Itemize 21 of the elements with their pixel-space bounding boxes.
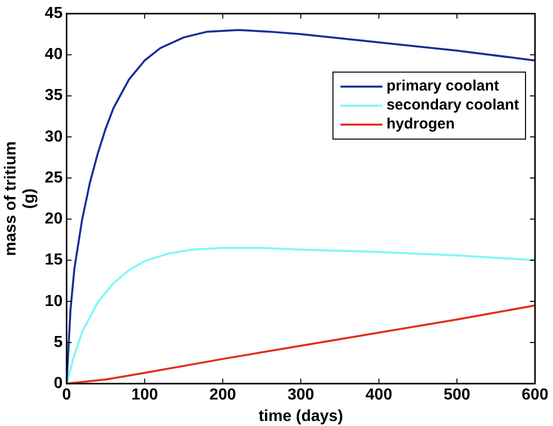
y-tick-label: 20	[44, 210, 63, 228]
y-axis-title: mass of tritium (g)	[2, 141, 38, 256]
y-tick-label: 40	[44, 46, 63, 64]
y-tick-label: 15	[44, 252, 63, 269]
y-tick-label: 0	[54, 375, 63, 392]
y-tick-label: 45	[44, 5, 63, 22]
y-tick-label: 30	[44, 128, 63, 146]
legend-label: hydrogen	[386, 116, 455, 133]
x-tick-label: 500	[444, 386, 470, 404]
x-tick-label: 400	[366, 386, 392, 404]
y-tick-label: 5	[54, 334, 63, 351]
legend-label: secondary coolant	[386, 96, 520, 114]
y-tick-label: 35	[44, 87, 63, 104]
x-tick-label: 300	[287, 386, 314, 404]
y-tick-label: 25	[44, 169, 63, 186]
legend-label: primary coolant	[386, 78, 499, 95]
x-tick-label: 100	[131, 386, 158, 404]
y-tick-label: 10	[44, 292, 63, 310]
x-tick-label: 200	[209, 386, 236, 404]
x-axis-title: time (days)	[258, 408, 344, 425]
x-tick-label: 600	[522, 386, 548, 404]
